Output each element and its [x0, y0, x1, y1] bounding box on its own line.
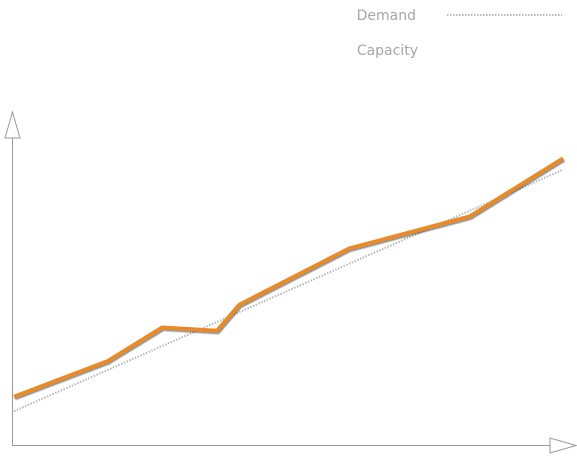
legend-item-capacity: Capacity — [357, 43, 562, 59]
legend-label-capacity: Capacity — [357, 43, 418, 59]
series-line-capacity — [13, 156, 565, 399]
legend: Demand Capacity — [357, 8, 562, 59]
legend-label-demand: Demand — [357, 8, 416, 24]
series-line-demand — [13, 168, 564, 413]
y-axis-arrow — [4, 110, 21, 139]
axes — [4, 110, 577, 454]
legend-item-demand: Demand — [357, 8, 562, 24]
x-axis-arrow — [549, 437, 577, 454]
